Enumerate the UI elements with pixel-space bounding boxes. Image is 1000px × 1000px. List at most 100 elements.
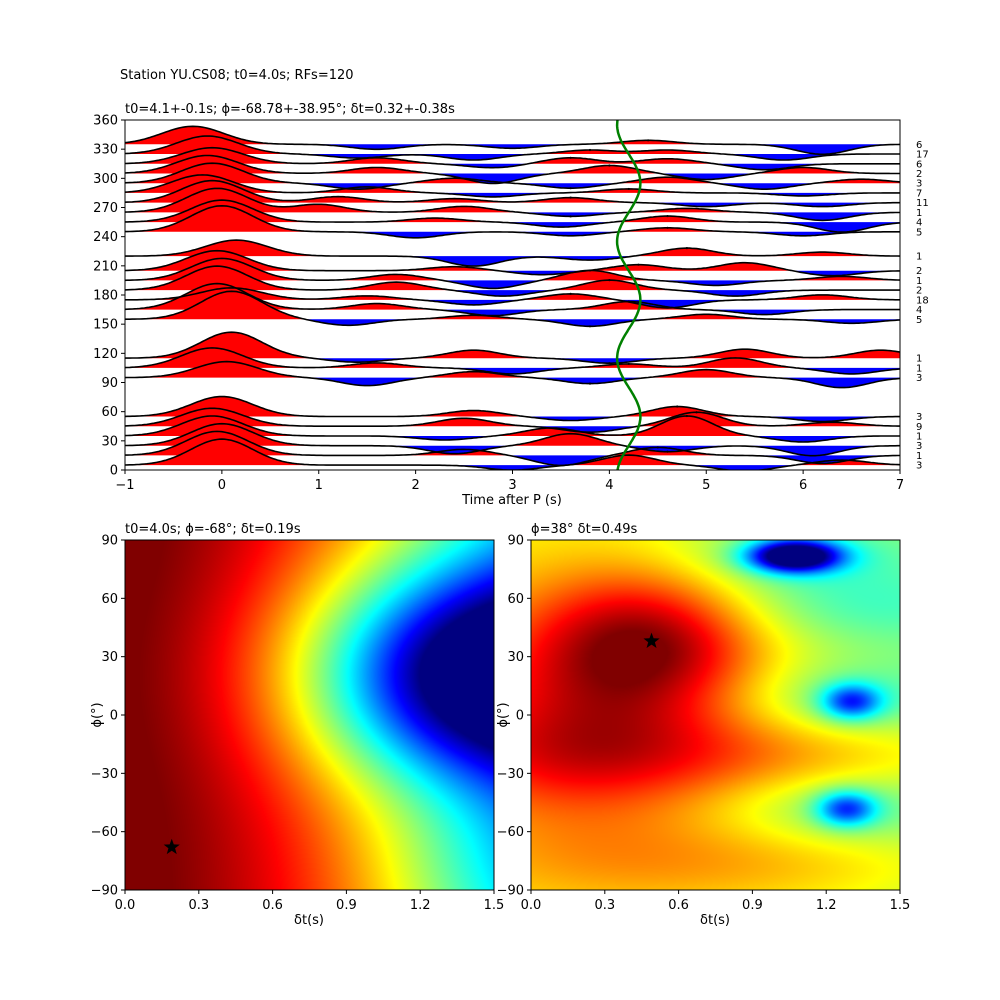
pick-dot [588,382,592,385]
trace-positive-fill [125,188,900,213]
x-tick-label: 1.5 [890,898,911,913]
trace-line [125,187,900,222]
x-tick-label: 0.6 [668,898,689,913]
trace-count-label: 1 [916,451,922,462]
trace-count-label: 2 [916,169,922,180]
trace-positive-fill [125,126,900,145]
trace-line [125,282,900,317]
trace-count-label: 4 [916,218,922,229]
y-tick-label: 30 [507,650,524,665]
y-tick-label: −90 [497,884,524,899]
pick-dot [569,196,572,199]
gather-x-axis-label: Time after P (s) [461,493,562,508]
trace-negative-fill [125,202,900,207]
trace-line [125,162,900,190]
pick-dot [695,411,698,414]
pick-dot [608,362,611,365]
x-tick-label: 7 [896,478,904,493]
y-tick-label: 60 [101,405,118,420]
y-tick-label: −60 [497,825,524,840]
x-tick-label: 0 [218,478,226,493]
trace-count-label: 1 [916,363,922,374]
pick-dot [685,414,688,418]
trace-line [125,135,900,161]
trace-line [125,146,900,171]
trace-positive-fill [125,431,900,456]
y-tick-label: −60 [91,825,118,840]
trace-line [125,249,900,277]
pick-dot [569,292,572,295]
trace-negative-fill [125,192,900,197]
trace-count-label: 1 [916,431,922,442]
y-tick-label: 300 [93,172,118,187]
pick-dot [666,214,669,218]
y-tick-label: 0 [110,709,118,724]
moveout-line [615,120,642,470]
x-tick-label: 5 [702,478,710,493]
trace-count-label: 3 [916,441,922,452]
x-tick-label: −1 [115,478,134,493]
trace-line [125,331,900,364]
trace-count-label: 3 [916,373,922,384]
trace-positive-fill [125,240,900,257]
trace-count-label: 6 [916,159,922,170]
trace-line [125,287,900,309]
x-tick-label: 4 [605,478,613,493]
trace-positive-fill [125,205,900,232]
y-tick-label: 240 [93,230,118,245]
trace-negative-fill [125,231,900,238]
x-tick-label: 1.2 [410,898,431,913]
x-tick-label: 1.5 [484,898,505,913]
trace-line [125,257,900,290]
grid-search-left-panel: t0=4.0s; ϕ=-68°; δt=0.19s 0.0 0.3 0.6 0.9 1.… [90,522,504,928]
y-tick-label: 180 [93,289,118,304]
x-tick-label: 0.6 [262,898,283,913]
trace-line [125,204,900,239]
trace-negative-fill [125,435,900,442]
trace-line [125,415,900,443]
pick-dot [666,226,669,229]
trace-line [125,407,900,433]
y-tick-label: 90 [101,376,118,391]
trace-line [125,179,900,208]
x-tick-label: 3 [508,478,516,493]
trace-count-label: 1 [916,276,922,287]
trace-line [125,154,900,185]
y-tick-label: 0 [516,709,524,724]
pick-dot [647,139,650,142]
pick-dot [569,215,572,218]
trace-negative-fill [125,290,900,297]
trace-count-label: 5 [916,227,922,238]
trace-count-label: 5 [916,315,922,326]
heatmap-right-ticks: 0.0 0.3 0.6 0.9 1.2 1.5 −90 −60 −30 0 30 60 90 [497,534,911,914]
trace-line [125,174,900,198]
trace-positive-fill [125,291,900,320]
trace-line [125,239,900,267]
panel-title-left: t0=4.0s; ϕ=-68°; δt=0.19s [125,522,301,537]
heatmap-left-x-label: δt(s) [294,913,324,928]
pick-dot [656,446,659,449]
trace-line [125,347,900,375]
trace-count-label: 11 [916,198,929,209]
best-fit-star-right [643,632,660,648]
x-tick-label: 0.9 [742,898,763,913]
y-tick-label: −90 [91,884,118,899]
pick-dot [627,362,630,366]
trace-line [125,265,900,297]
y-tick-label: 60 [101,592,118,607]
x-tick-label: 0.0 [115,898,136,913]
y-tick-label: 0 [110,464,118,479]
gather-y-ticks: 0 30 60 90 120 150 180 210 240 270 300 330 360 [93,114,125,479]
heatmap-right [531,540,900,890]
trace-negative-fill [125,212,900,221]
heatmap-right-y-label: ϕ(°) [496,702,511,727]
pick-dot [569,187,572,190]
pick-dot [637,263,640,266]
heatmap-right-x-label: δt(s) [700,913,730,928]
receiver-function-panel: t0=4.1+-0.1s; ϕ=-68.78+-38.95°; δt=0.32+… [93,102,929,508]
pick-dot [588,148,592,152]
trace-negative-fill [125,367,900,374]
trace-negative-fill [125,319,900,327]
best-fit-star [643,632,660,648]
